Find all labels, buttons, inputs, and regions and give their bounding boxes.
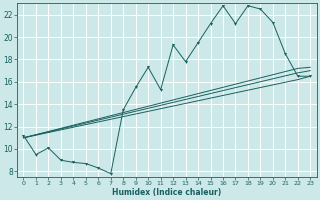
X-axis label: Humidex (Indice chaleur): Humidex (Indice chaleur) (112, 188, 221, 197)
